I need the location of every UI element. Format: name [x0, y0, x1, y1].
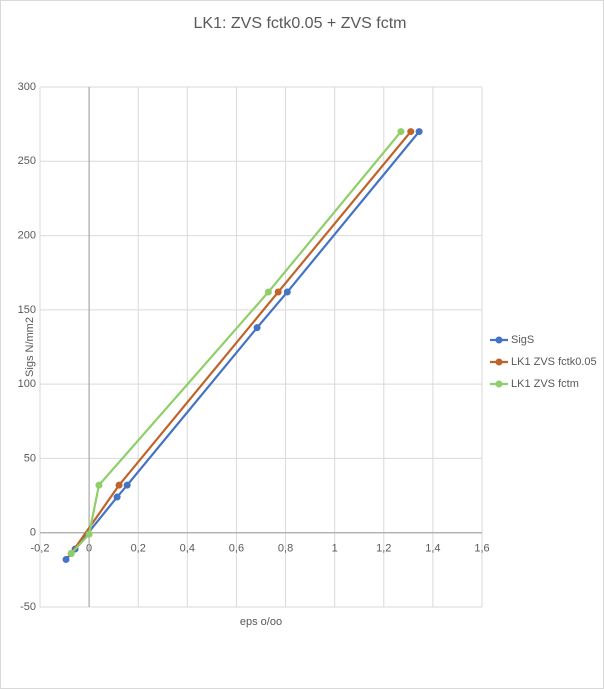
y-tick-label: 50	[24, 452, 36, 464]
legend-marker	[495, 380, 503, 388]
data-point	[407, 128, 415, 136]
data-point	[283, 288, 291, 296]
x-tick-label: -0,2	[31, 543, 50, 555]
y-tick-label: 300	[18, 81, 36, 93]
y-tick-label: -50	[20, 601, 36, 613]
x-tick-label: 0,8	[278, 543, 293, 555]
data-point	[85, 530, 93, 538]
y-tick-label: 150	[18, 304, 36, 316]
x-tick-label: 1,6	[474, 543, 489, 555]
data-point	[253, 324, 261, 332]
data-point	[123, 481, 131, 489]
legend-label: LK1 ZVS fctm	[511, 378, 579, 390]
series-line	[70, 130, 412, 555]
x-tick-label: 1,4	[425, 543, 440, 555]
y-tick-label: 200	[18, 229, 36, 241]
legend-label: SigS	[511, 334, 534, 346]
x-tick-label: 1,2	[376, 543, 391, 555]
y-tick-label: 250	[18, 155, 36, 167]
data-point	[264, 288, 272, 296]
legend-marker	[495, 336, 503, 344]
x-tick-label: 0,2	[131, 543, 146, 555]
legend-label: LK1 ZVS fctk0.05	[511, 356, 597, 368]
data-point	[115, 481, 123, 489]
x-axis-label: eps o/oo	[240, 616, 282, 628]
y-tick-label: 0	[30, 527, 36, 539]
data-point	[95, 481, 103, 489]
data-point	[415, 128, 423, 136]
y-axis-label: Sigs N/mm2	[24, 317, 36, 377]
x-tick-label: 0,6	[229, 543, 244, 555]
x-tick-label: 0,4	[180, 543, 195, 555]
y-tick-label: 100	[18, 378, 36, 390]
chart-title: LK1: ZVS fctk0.05 + ZVS fctm	[194, 15, 407, 32]
legend-marker	[495, 358, 503, 366]
data-point	[113, 493, 121, 501]
x-tick-label: 1	[332, 543, 338, 555]
data-point	[62, 555, 70, 563]
data-point	[274, 288, 282, 296]
data-point	[67, 550, 75, 558]
data-point	[397, 128, 405, 136]
